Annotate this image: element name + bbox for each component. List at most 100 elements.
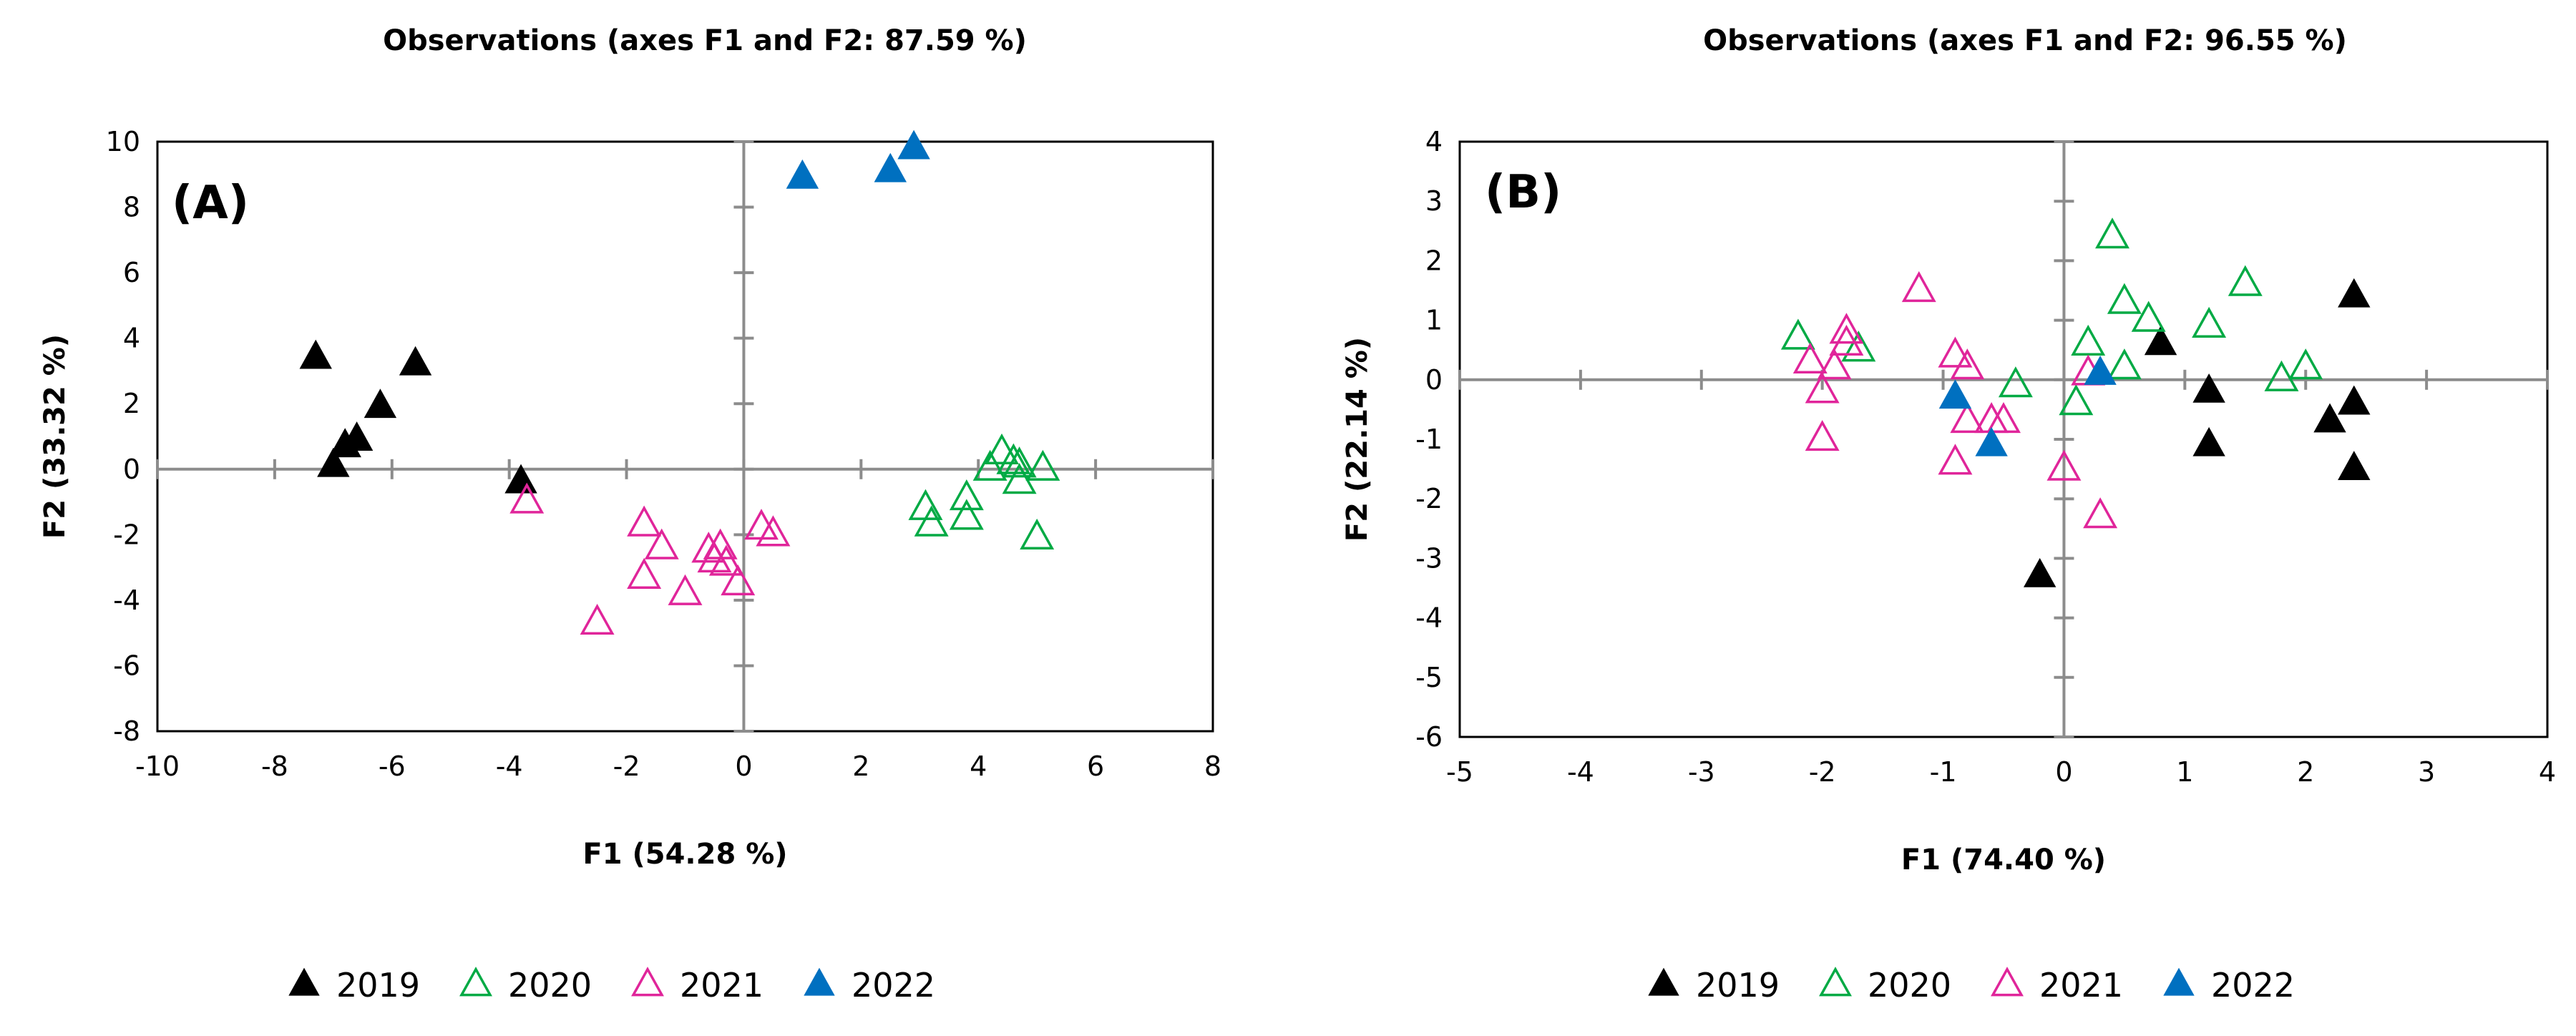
y-tick-label: -6 bbox=[113, 650, 140, 681]
data-point bbox=[2228, 265, 2263, 296]
legend-marker-2020 bbox=[459, 967, 492, 997]
data-point bbox=[2338, 451, 2371, 480]
x-tick-label: -3 bbox=[1688, 756, 1715, 788]
plot-frame bbox=[1458, 140, 2549, 738]
y-tick-label: -3 bbox=[1415, 542, 1443, 574]
data-point bbox=[317, 447, 350, 477]
data-point bbox=[2338, 278, 2371, 308]
data-point bbox=[627, 505, 662, 537]
data-point bbox=[2192, 373, 2225, 403]
data-point bbox=[1002, 446, 1037, 478]
data-point bbox=[2023, 557, 2057, 587]
series-2019 bbox=[2023, 278, 2371, 587]
x-tick-label: 0 bbox=[2055, 756, 2072, 788]
x-tick-label: 0 bbox=[735, 751, 752, 782]
y-tick-label: 1 bbox=[1425, 305, 1443, 336]
y-tick-label: -6 bbox=[1415, 721, 1443, 753]
data-point bbox=[2059, 384, 2094, 416]
data-point bbox=[756, 515, 791, 547]
y-axis-label: F2 (33.32 %) bbox=[39, 334, 72, 539]
series-2021 bbox=[509, 482, 791, 635]
x-tick-label: -2 bbox=[1809, 756, 1836, 788]
x-tick-label: 2 bbox=[852, 751, 869, 782]
y-tick-label: 8 bbox=[123, 192, 140, 223]
data-point bbox=[1829, 324, 1864, 356]
legend-marker-2021 bbox=[631, 967, 664, 997]
x-tick-label: -8 bbox=[261, 751, 288, 782]
data-point bbox=[1950, 348, 1985, 380]
y-tick-label: -2 bbox=[113, 519, 140, 550]
data-point bbox=[1792, 342, 1828, 373]
x-tick-label: 2 bbox=[2297, 756, 2314, 788]
x-tick-label: -2 bbox=[613, 751, 640, 782]
x-tick-label: -1 bbox=[1930, 756, 1957, 788]
x-tick-label: 4 bbox=[970, 751, 987, 782]
data-point bbox=[1805, 372, 1840, 404]
y-tick-label: 4 bbox=[1425, 126, 1443, 157]
y-axis-label: F2 (22.14 %) bbox=[1341, 337, 1374, 542]
y-tick-label: 6 bbox=[123, 257, 140, 288]
legend: 2019 2020 2021 2022 bbox=[288, 966, 935, 1005]
y-tick-label: -1 bbox=[1415, 424, 1443, 455]
legend-marker-2022 bbox=[804, 967, 835, 996]
series-2021 bbox=[1792, 270, 2118, 529]
data-point bbox=[1817, 348, 1852, 380]
legend-label-2022: 2022 bbox=[2211, 966, 2295, 1005]
x-axis-label: F1 (74.40 %) bbox=[1901, 844, 2106, 876]
y-tick-label: -8 bbox=[113, 715, 140, 747]
legend: 2019 2020 2021 2022 bbox=[1648, 966, 2295, 1005]
data-point bbox=[2107, 283, 2142, 314]
legend-label-2021: 2021 bbox=[2039, 966, 2123, 1005]
data-point bbox=[2338, 385, 2371, 415]
data-point bbox=[2071, 324, 2106, 356]
data-point bbox=[914, 505, 949, 537]
data-point bbox=[874, 152, 907, 182]
legend-marker-2022 bbox=[2163, 967, 2195, 996]
data-point bbox=[1998, 366, 2033, 398]
data-point bbox=[2083, 497, 2118, 529]
data-point bbox=[2107, 348, 2142, 380]
chart-title: Observations (axes F1 and F2: 96.55 %) bbox=[1703, 24, 2347, 57]
series-2019 bbox=[299, 339, 537, 494]
data-point bbox=[1002, 463, 1037, 494]
data-point bbox=[996, 443, 1031, 474]
data-point bbox=[2095, 218, 2129, 249]
x-tick-label: -4 bbox=[1567, 756, 1594, 788]
legend-label-2019: 2019 bbox=[336, 966, 420, 1005]
y-tick-label: -4 bbox=[1415, 602, 1443, 634]
plot-frame bbox=[156, 140, 1214, 733]
data-point bbox=[1938, 336, 1973, 368]
data-point bbox=[1950, 402, 1985, 434]
data-point bbox=[668, 574, 703, 605]
x-tick-label: -4 bbox=[496, 751, 523, 782]
data-point bbox=[2131, 300, 2166, 332]
data-point bbox=[2264, 360, 2299, 391]
series-2022 bbox=[1938, 355, 2117, 456]
legend-label-2020: 2020 bbox=[508, 966, 592, 1005]
data-point bbox=[1938, 444, 1973, 475]
data-point bbox=[2313, 403, 2346, 433]
series-2022 bbox=[786, 130, 930, 189]
data-point bbox=[509, 482, 545, 514]
y-tick-label: 10 bbox=[106, 126, 140, 157]
data-point bbox=[2084, 355, 2117, 385]
data-point bbox=[2192, 426, 2225, 456]
x-tick-label: 8 bbox=[1204, 751, 1221, 782]
data-point bbox=[708, 544, 743, 576]
y-tick-label: 3 bbox=[1425, 185, 1443, 217]
data-point bbox=[1805, 419, 1840, 451]
series-2020 bbox=[908, 433, 1060, 550]
x-tick-label: -6 bbox=[379, 751, 406, 782]
data-point bbox=[1025, 449, 1060, 481]
data-point bbox=[1829, 313, 1864, 344]
chart-panel-2: Observations (axes F1 and F2: 96.55 %) -5… bbox=[1341, 24, 2556, 1005]
panel-label: (A) bbox=[172, 177, 249, 230]
y-tick-label: -4 bbox=[113, 585, 140, 616]
data-point bbox=[2144, 326, 2177, 356]
legend-label-2020: 2020 bbox=[1868, 966, 1951, 1005]
data-point bbox=[786, 159, 819, 189]
data-point bbox=[1841, 331, 1876, 362]
data-point bbox=[299, 339, 332, 369]
y-tick-label: 2 bbox=[1425, 245, 1443, 276]
data-point bbox=[1986, 402, 2021, 434]
